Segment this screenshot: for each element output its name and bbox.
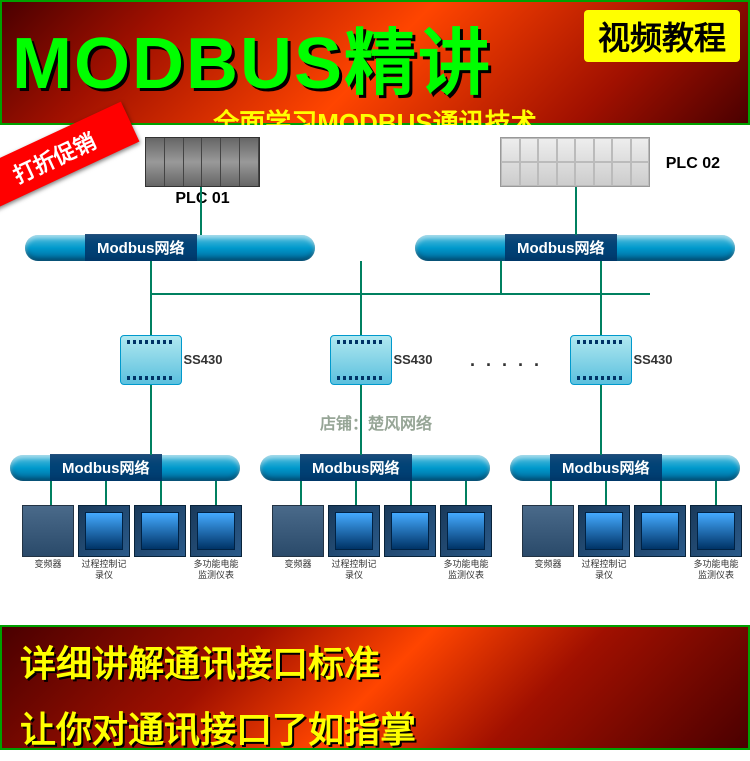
device-icon <box>634 505 686 557</box>
gateway-label: SS430 <box>383 352 443 367</box>
device <box>134 505 186 581</box>
gateway-label: SS430 <box>623 352 683 367</box>
footer-line-1: 详细讲解通讯接口标准 <box>2 627 748 695</box>
device-icon <box>690 505 742 557</box>
device-group-0: 变频器过程控制记录仪 多功能电能监测仪表 <box>22 505 242 581</box>
bus-label-0: Modbus网络 <box>85 234 197 261</box>
modbus-bus-4: Modbus网络 <box>510 455 740 481</box>
device-icon <box>272 505 324 557</box>
connector-line <box>715 481 717 505</box>
footer-line-2: 让你对通讯接口了如指掌 <box>2 693 748 761</box>
shop-watermark: 店铺：楚风网络 <box>320 410 432 434</box>
gateway-label: SS430 <box>173 352 233 367</box>
video-badge: 视频教程 <box>584 10 740 62</box>
device-icon <box>440 505 492 557</box>
device <box>634 505 686 581</box>
connector-line <box>50 481 52 505</box>
device-group-1: 变频器过程控制记录仪 多功能电能监测仪表 <box>272 505 492 581</box>
device-icon <box>384 505 436 557</box>
plc-01-label: PLC 01 <box>145 190 260 208</box>
connector-line <box>465 481 467 505</box>
connector-line <box>600 261 602 335</box>
connector-line <box>160 481 162 505</box>
modbus-bus-2: Modbus网络 <box>10 455 240 481</box>
device: 多功能电能监测仪表 <box>690 505 742 581</box>
bus-label-3: Modbus网络 <box>300 454 412 481</box>
device <box>384 505 436 581</box>
connector-line <box>605 481 607 505</box>
connector-line <box>300 481 302 505</box>
connector-line <box>550 481 552 505</box>
network-diagram: PLC 01 PLC 02 Modbus网络 Modbus网络 Modbus网络 Mo… <box>0 125 750 625</box>
device-label: 变频器 <box>522 559 574 570</box>
device-icon <box>22 505 74 557</box>
device-label: 多功能电能监测仪表 <box>690 559 742 581</box>
device-icon <box>190 505 242 557</box>
device: 多功能电能监测仪表 <box>190 505 242 581</box>
device-label: 过程控制记录仪 <box>578 559 630 581</box>
device: 过程控制记录仪 <box>578 505 630 581</box>
device: 变频器 <box>22 505 74 581</box>
device-label: 过程控制记录仪 <box>328 559 380 581</box>
gateway-ss430-0: SS430 <box>120 335 182 385</box>
device-icon <box>522 505 574 557</box>
device-label: 过程控制记录仪 <box>78 559 130 581</box>
device-icon <box>78 505 130 557</box>
device: 变频器 <box>522 505 574 581</box>
device: 过程控制记录仪 <box>78 505 130 581</box>
device-label: 多功能电能监测仪表 <box>190 559 242 581</box>
connector-line <box>500 261 502 293</box>
device: 变频器 <box>272 505 324 581</box>
connector-line <box>150 261 152 335</box>
plc-01: PLC 01 <box>145 137 260 208</box>
plc-02-label: PLC 02 <box>666 155 720 173</box>
device-label: 变频器 <box>22 559 74 570</box>
modbus-bus-3: Modbus网络 <box>260 455 490 481</box>
connector-line <box>105 481 107 505</box>
connector-line <box>600 385 602 455</box>
connector-line <box>150 385 152 455</box>
continuation-dots: . . . . . <box>470 350 542 371</box>
device-icon <box>134 505 186 557</box>
bus-label-2: Modbus网络 <box>50 454 162 481</box>
modbus-bus-1: Modbus网络 <box>415 235 735 261</box>
device-group-2: 变频器过程控制记录仪 多功能电能监测仪表 <box>522 505 742 581</box>
connector-line <box>360 261 362 335</box>
gateway-ss430-1: SS430 <box>330 335 392 385</box>
connector-line <box>200 187 202 235</box>
plc-02-device <box>500 137 650 187</box>
connector-line <box>215 481 217 505</box>
plc-02: PLC 02 <box>500 137 650 187</box>
device-icon <box>578 505 630 557</box>
connector-line <box>355 481 357 505</box>
device-label: 变频器 <box>272 559 324 570</box>
device-label: 多功能电能监测仪表 <box>440 559 492 581</box>
device-icon <box>328 505 380 557</box>
gateway-ss430-2: SS430 <box>570 335 632 385</box>
connector-line <box>660 481 662 505</box>
plc-01-device <box>145 137 260 187</box>
device: 过程控制记录仪 <box>328 505 380 581</box>
bus-label-1: Modbus网络 <box>505 234 617 261</box>
connector-line <box>150 293 650 295</box>
device: 多功能电能监测仪表 <box>440 505 492 581</box>
connector-line <box>410 481 412 505</box>
connector-line <box>575 187 577 235</box>
footer-banner: 详细讲解通讯接口标准 让你对通讯接口了如指掌 <box>0 625 750 750</box>
modbus-bus-0: Modbus网络 <box>25 235 315 261</box>
bus-label-4: Modbus网络 <box>550 454 662 481</box>
